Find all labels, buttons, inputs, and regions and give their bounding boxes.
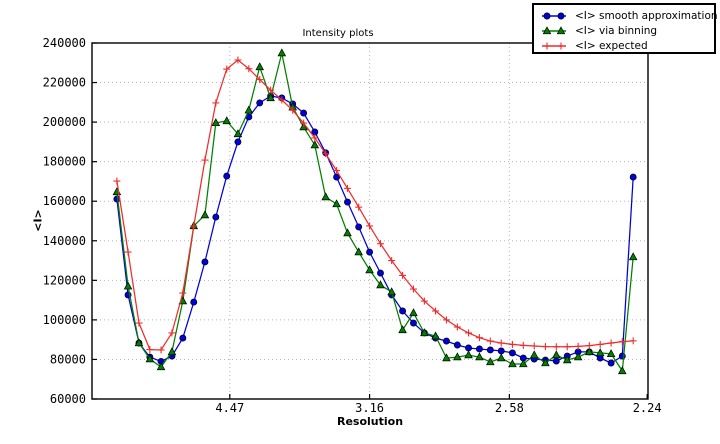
legend-item: <I> smooth approximation: [539, 8, 718, 23]
y-tick-label: 200000: [43, 115, 86, 129]
y-tick-label: 180000: [43, 155, 86, 169]
x-tick-label: 4.47: [215, 401, 244, 415]
y-tick-label: 240000: [43, 36, 86, 50]
legend-label: <I> expected: [575, 39, 648, 52]
y-tick-label: 100000: [43, 313, 86, 327]
x-tick-label: 2.24: [633, 401, 662, 415]
legend-item: <I> via binning: [539, 23, 710, 38]
legend-item: <I> expected: [539, 38, 710, 53]
legend-marker-plus-icon: [542, 42, 566, 49]
legend-marker-triangle-icon: [542, 25, 566, 34]
y-tick-label: 80000: [50, 352, 86, 366]
y-axis-label: <I>: [31, 209, 45, 232]
legend-label: <I> smooth approximation: [575, 9, 718, 22]
series-plus: [113, 56, 637, 354]
x-axis-label: Resolution: [336, 415, 404, 428]
y-tick-label: 60000: [50, 392, 86, 406]
x-tick-label: 2.58: [495, 401, 524, 415]
legend: <I> smooth approximation <I> via binning…: [532, 3, 718, 54]
y-tick-label: 220000: [43, 76, 86, 90]
plot-title: Intensity plots: [302, 28, 374, 39]
series-circle: [113, 92, 637, 367]
series-triangle: [112, 48, 638, 375]
y-tick-label: 120000: [43, 273, 86, 287]
legend-marker-circle-icon: [542, 12, 566, 19]
y-tick-label: 160000: [43, 194, 86, 208]
legend-label: <I> via binning: [575, 24, 658, 37]
x-tick-label: 3.16: [355, 401, 384, 415]
y-tick-label: 140000: [43, 234, 86, 248]
